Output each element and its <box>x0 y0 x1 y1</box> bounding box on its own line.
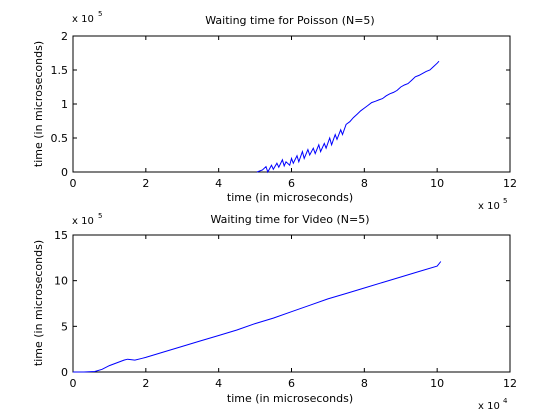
poisson-title: Waiting time for Poisson (N=5) <box>205 14 374 27</box>
video-x-axis-label: time (in microseconds) <box>227 392 353 405</box>
poisson-axes-box <box>72 35 511 173</box>
video-title: Waiting time for Video (N=5) <box>210 213 369 226</box>
video-x-tick-label: 6 <box>288 377 295 390</box>
poisson-x-multiplier-base: x 10 <box>478 201 500 212</box>
poisson-series-line <box>256 60 440 174</box>
poisson-x-tick-label: 6 <box>288 177 295 190</box>
poisson-ticks: 0 2 4 6 8 10 12 0 0.5 1 1.5 2 <box>51 30 518 190</box>
poisson-x-tick-label: 0 <box>70 177 77 190</box>
video-x-tick-label: 2 <box>142 377 149 390</box>
poisson-y-tick-label: 1 <box>61 98 68 111</box>
poisson-x-axis-label: time (in microseconds) <box>227 191 353 204</box>
poisson-x-tick-label: 12 <box>503 177 517 190</box>
poisson-x-multiplier-exp: 5 <box>503 197 507 205</box>
video-y-tick-label: 15 <box>54 229 68 242</box>
video-x-multiplier-exp: 4 <box>503 397 508 405</box>
poisson-x-tick-label: 4 <box>215 177 222 190</box>
video-y-tick-label: 10 <box>54 275 68 288</box>
poisson-y-multiplier: x 10 5 <box>72 10 102 25</box>
poisson-y-tick-label: 2 <box>61 30 68 43</box>
video-x-tick-label: 0 <box>70 377 77 390</box>
poisson-y-axis-label: time (in microseconds) <box>32 41 45 167</box>
video-y-axis-label: time (in microseconds) <box>32 240 45 366</box>
video-x-tick-label: 8 <box>361 377 368 390</box>
video-y-multiplier-exp: 5 <box>98 212 102 220</box>
poisson-y-multiplier-base: x 10 <box>72 14 94 25</box>
video-y-multiplier-base: x 10 <box>72 216 94 227</box>
video-y-tick-label: 0 <box>61 366 68 379</box>
poisson-x-multiplier: x 10 5 <box>478 197 507 212</box>
video-ticks: 0 2 4 6 8 10 12 0 5 10 15 <box>54 229 517 390</box>
video-x-tick-label: 10 <box>430 377 444 390</box>
poisson-x-tick-label: 8 <box>361 177 368 190</box>
poisson-y-tick-label: 0 <box>61 166 68 179</box>
video-x-tick-label: 12 <box>503 377 517 390</box>
video-series-line <box>73 261 442 373</box>
video-x-multiplier: x 10 4 <box>478 397 508 412</box>
video-x-multiplier-base: x 10 <box>478 401 500 412</box>
video-x-tick-label: 4 <box>215 377 222 390</box>
video-y-multiplier: x 10 5 <box>72 212 102 227</box>
video-panel: Waiting time for Video (N=5) x 10 5 0 2 4 6… <box>32 212 517 412</box>
poisson-panel: Waiting time for Poisson (N=5) x 10 5 0 2… <box>32 10 517 212</box>
poisson-x-tick-label: 2 <box>142 177 149 190</box>
poisson-y-multiplier-exp: 5 <box>98 10 102 18</box>
poisson-y-tick-label: 1.5 <box>51 64 69 77</box>
video-axes-box <box>72 234 511 373</box>
video-y-tick-label: 5 <box>61 320 68 333</box>
poisson-x-tick-label: 10 <box>430 177 444 190</box>
poisson-y-tick-label: 0.5 <box>51 132 69 145</box>
